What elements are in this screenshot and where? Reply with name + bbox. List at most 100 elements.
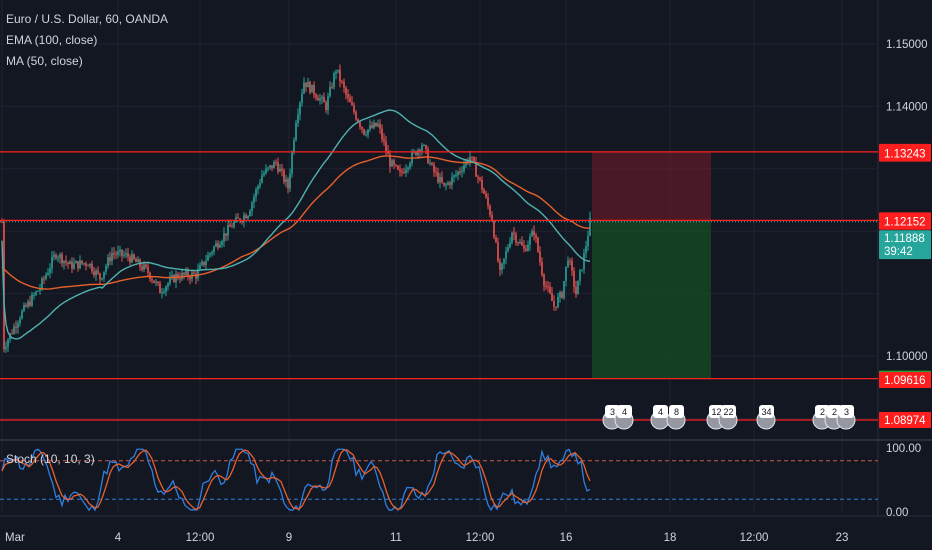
price-tag-label: 1.12152 bbox=[884, 217, 926, 229]
candle-body bbox=[109, 257, 111, 261]
candle-body bbox=[367, 129, 369, 135]
candle-body bbox=[213, 246, 215, 252]
candle-body bbox=[317, 97, 319, 101]
candle-body bbox=[569, 260, 571, 262]
candle-body bbox=[115, 253, 117, 255]
candle-body bbox=[229, 225, 231, 227]
candle-body bbox=[481, 179, 483, 190]
candle-body bbox=[455, 174, 457, 176]
candle-body bbox=[329, 86, 331, 97]
candle-body bbox=[547, 286, 549, 288]
candle-body bbox=[525, 248, 527, 251]
candle-body bbox=[217, 243, 219, 248]
event-count-badge bbox=[839, 405, 854, 418]
candle-body bbox=[437, 172, 439, 183]
candle-body bbox=[97, 270, 99, 274]
candle-body bbox=[553, 300, 555, 307]
candle-body bbox=[351, 102, 353, 106]
candle-body bbox=[469, 156, 471, 163]
candle-body bbox=[483, 189, 485, 194]
ma-legend[interactable]: MA (50, close) bbox=[6, 54, 83, 68]
candle-body bbox=[183, 272, 185, 275]
candle-body bbox=[195, 273, 197, 279]
candle-body bbox=[105, 266, 107, 272]
candle-body bbox=[521, 242, 523, 246]
candle-body bbox=[565, 266, 567, 282]
candle-body bbox=[361, 126, 363, 130]
candle-body bbox=[403, 172, 405, 174]
price-tag-label: 1.09616 bbox=[884, 375, 926, 387]
candle-body bbox=[1, 221, 3, 223]
candle-body bbox=[501, 263, 503, 271]
candle-body bbox=[157, 281, 159, 284]
candle-body bbox=[577, 280, 579, 295]
candle-body bbox=[309, 81, 311, 93]
candle-body bbox=[165, 286, 167, 292]
stoch-legend[interactable]: Stoch (10, 10, 3) bbox=[6, 452, 95, 466]
event-count-badge bbox=[617, 405, 632, 418]
candle-body bbox=[207, 255, 209, 261]
candle-body bbox=[385, 141, 387, 152]
candle-body bbox=[193, 272, 195, 274]
candle-body bbox=[461, 171, 463, 173]
candle-body bbox=[27, 301, 29, 307]
stoch-d-line bbox=[1, 449, 591, 511]
candle-body bbox=[39, 288, 41, 291]
candle-body bbox=[233, 222, 235, 227]
candle-body bbox=[297, 114, 299, 123]
candle-body bbox=[71, 261, 73, 269]
candle-body bbox=[133, 254, 135, 260]
candle-body bbox=[431, 163, 433, 165]
ma-line bbox=[1, 109, 591, 340]
candle-body bbox=[135, 259, 137, 263]
candle-body bbox=[261, 175, 263, 183]
candle-body bbox=[285, 179, 287, 182]
candle-body bbox=[177, 273, 179, 279]
time-tick-label: 11 bbox=[390, 532, 402, 544]
candle-body bbox=[359, 122, 361, 127]
candle-body bbox=[353, 105, 355, 113]
candle-body bbox=[99, 273, 101, 280]
candle-body bbox=[295, 122, 297, 141]
take-profit-zone bbox=[592, 220, 711, 379]
time-tick-label: 16 bbox=[560, 532, 573, 544]
candle-body bbox=[425, 145, 427, 150]
candle-body bbox=[523, 245, 525, 249]
candle-body bbox=[25, 304, 27, 307]
candle-body bbox=[147, 266, 149, 273]
price-tick-label: 1.10000 bbox=[886, 351, 928, 363]
candle-body bbox=[587, 235, 589, 247]
time-tick-label: 18 bbox=[664, 532, 677, 544]
candle-body bbox=[125, 253, 127, 255]
price-tag bbox=[879, 243, 931, 260]
symbol-legend[interactable]: Euro / U.S. Dollar, 60, OANDA bbox=[6, 12, 169, 26]
event-count-badge bbox=[653, 405, 668, 418]
stop-loss-zone bbox=[592, 151, 711, 221]
candle-body bbox=[337, 69, 339, 72]
price-tag-label: 39:42 bbox=[884, 246, 913, 258]
candle-body bbox=[149, 272, 151, 280]
candle-body bbox=[163, 291, 165, 293]
candle-body bbox=[527, 244, 529, 251]
candle-body bbox=[215, 243, 217, 247]
ema-legend[interactable]: EMA (100, close) bbox=[6, 33, 98, 47]
event-count-label: 8 bbox=[674, 407, 679, 417]
candle-body bbox=[443, 182, 445, 185]
candle-body bbox=[203, 261, 205, 265]
candle-body bbox=[453, 175, 455, 178]
candle-body bbox=[555, 306, 557, 308]
candle-body bbox=[269, 165, 271, 168]
candle-body bbox=[57, 257, 59, 259]
candle-body bbox=[65, 260, 67, 263]
candle-body bbox=[559, 292, 561, 298]
event-count-label: 12 bbox=[711, 407, 721, 417]
time-tick-label: Mar bbox=[5, 532, 25, 544]
candle-body bbox=[197, 269, 199, 279]
candle-body bbox=[91, 263, 93, 272]
candle-body bbox=[141, 266, 143, 270]
candle-body bbox=[123, 254, 125, 256]
candle-body bbox=[77, 261, 79, 269]
candle-body bbox=[373, 122, 375, 128]
